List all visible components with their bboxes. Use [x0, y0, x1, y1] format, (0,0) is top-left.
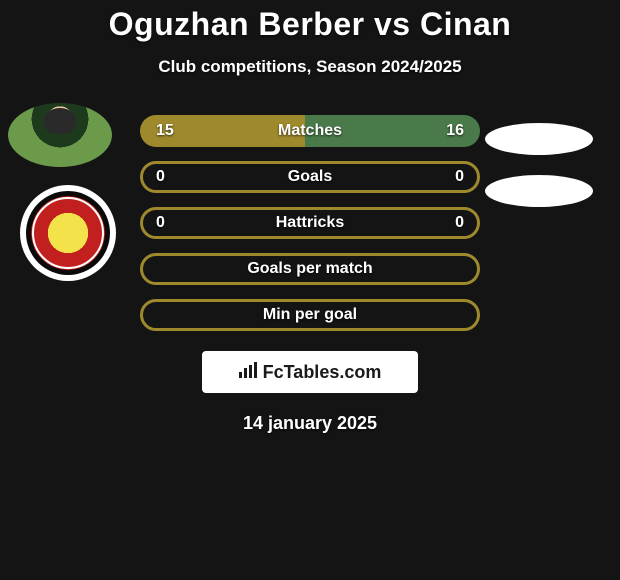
stat-bar: 0 0 Goals	[140, 161, 480, 193]
stat-value-left: 15	[156, 122, 174, 140]
stat-label: Hattricks	[276, 214, 344, 232]
stat-bars: 15 16 Matches 0 0 Goals 0 0 Hattricks Goals per m…	[140, 115, 480, 331]
bar-chart-icon	[239, 362, 259, 383]
club-badge-ring	[26, 191, 110, 275]
stat-value-right: 0	[455, 168, 464, 186]
player-placeholder-right-1	[485, 123, 593, 155]
stat-label: Goals per match	[247, 260, 372, 278]
branding-text: FcTables.com	[263, 362, 382, 383]
branding-badge: FcTables.com	[202, 351, 418, 393]
stat-bar: 15 16 Matches	[140, 115, 480, 147]
page-title: Oguzhan Berber vs Cinan	[0, 6, 620, 43]
stat-label: Min per goal	[263, 306, 357, 324]
stat-value-left: 0	[156, 168, 165, 186]
right-player-column	[485, 123, 600, 227]
content-area: 15 16 Matches 0 0 Goals 0 0 Hattricks Goals per m…	[0, 115, 620, 434]
stat-value-right: 16	[446, 122, 464, 140]
stat-bar: Min per goal	[140, 299, 480, 331]
stat-value-left: 0	[156, 214, 165, 232]
player-placeholder-right-2	[485, 175, 593, 207]
stat-value-right: 0	[455, 214, 464, 232]
stat-label: Matches	[278, 122, 342, 140]
comparison-infographic: Oguzhan Berber vs Cinan Club competition…	[0, 0, 620, 434]
stat-bar: Goals per match	[140, 253, 480, 285]
footer-date: 14 january 2025	[0, 413, 620, 434]
left-player-column	[8, 103, 123, 281]
stat-bar: 0 0 Hattricks	[140, 207, 480, 239]
club-badge-left	[20, 185, 116, 281]
stat-label: Goals	[288, 168, 332, 186]
player-photo-left	[8, 103, 112, 167]
page-subtitle: Club competitions, Season 2024/2025	[0, 57, 620, 77]
